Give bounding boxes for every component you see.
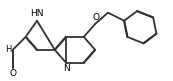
Text: H: H [6,44,12,54]
Text: O: O [92,13,99,22]
Text: N: N [63,64,69,72]
Text: O: O [9,69,16,78]
Text: HN: HN [30,9,44,18]
